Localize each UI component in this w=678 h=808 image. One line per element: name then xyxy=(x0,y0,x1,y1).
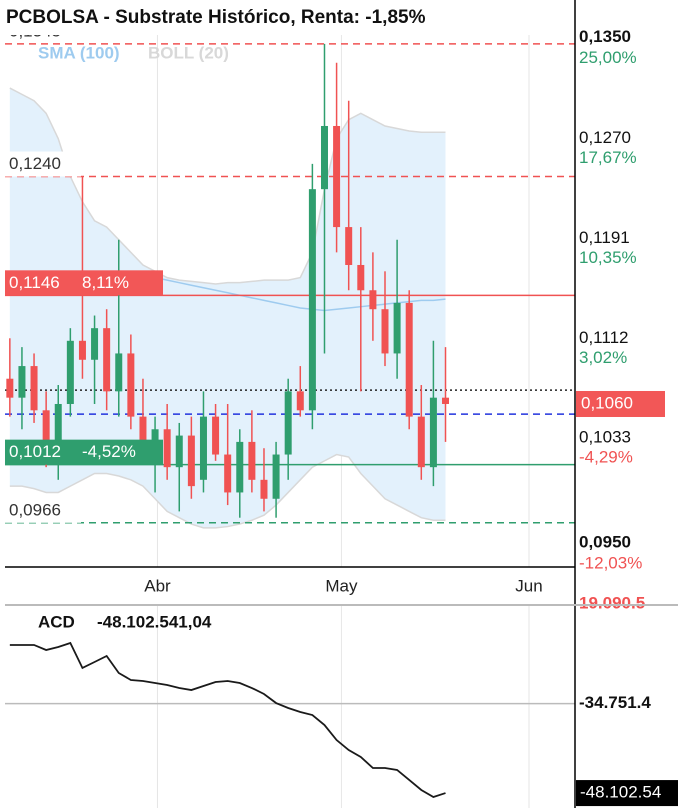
candle-body xyxy=(18,366,26,398)
last-value-box xyxy=(576,780,678,807)
level-label: 0,1240 xyxy=(9,154,61,173)
y-tick-label: 0,1270 xyxy=(579,128,631,147)
y-tick-label: 0,0950 xyxy=(579,532,631,551)
candle-body xyxy=(308,189,316,411)
legend-entry: SMA (100) xyxy=(38,43,120,62)
y-tick-label: 0,1112 xyxy=(579,328,628,347)
level-tag xyxy=(5,439,163,465)
candle-body xyxy=(139,416,147,442)
candle-body xyxy=(66,340,74,404)
last-value-label: -48.102.54 xyxy=(580,783,661,802)
legend-entry: BOLL (20) xyxy=(148,43,229,62)
candle-body xyxy=(30,366,38,411)
level-pct: 8,11% xyxy=(82,273,129,292)
candle-body xyxy=(369,290,377,310)
candle-body xyxy=(333,125,341,228)
y-tick-label: 0,1191 xyxy=(579,228,630,247)
y-tick-label: 0,1033 xyxy=(579,428,631,447)
candle-body xyxy=(272,454,280,499)
level-label: 0,1012 xyxy=(9,442,61,461)
candle-body xyxy=(91,328,99,360)
level-label: 0,0966 xyxy=(9,500,61,519)
candle-body xyxy=(442,397,450,404)
candle-body xyxy=(175,435,183,468)
x-tick-label: Jun xyxy=(515,576,542,595)
candle-body xyxy=(212,416,220,455)
y2-tick-label: 10,35% xyxy=(579,248,637,267)
candle-body xyxy=(6,378,14,398)
indicator-value: -48.102.541,04 xyxy=(97,612,212,631)
acd-line xyxy=(9,641,446,798)
candle-body xyxy=(381,309,389,354)
candle-body xyxy=(224,454,232,493)
y2-tick-label: 17,67% xyxy=(579,148,637,167)
candle-body xyxy=(248,441,256,480)
acd-panel xyxy=(5,606,575,808)
chart-title: PCBOLSA - Substrate Histórico, Renta: -1… xyxy=(6,7,426,28)
candle-body xyxy=(54,403,62,455)
candle-body xyxy=(405,302,413,417)
candle-body xyxy=(417,416,425,468)
candle-body xyxy=(115,353,123,392)
y-tick-label: -34.751.4 xyxy=(579,693,651,712)
title-box xyxy=(0,0,505,35)
candle-body xyxy=(357,264,365,291)
candle-body xyxy=(296,391,304,411)
last-price-label: 0,1060 xyxy=(581,393,633,412)
candle-body xyxy=(199,416,207,480)
candle-body xyxy=(42,410,50,455)
level-label: 0,1146 xyxy=(9,273,60,292)
candle-body xyxy=(320,125,328,190)
candle-body xyxy=(127,353,135,417)
y2-tick-label: 25,00% xyxy=(579,48,637,67)
candle-body xyxy=(345,227,353,265)
candle-body xyxy=(393,302,401,354)
candle-body xyxy=(187,435,195,487)
y2-tick-label: 3,02% xyxy=(579,348,627,367)
level-tag xyxy=(5,497,81,523)
last-price-box xyxy=(576,390,665,417)
candle-body xyxy=(163,429,171,468)
y-tick-label: 19.090.5 xyxy=(579,593,645,612)
candle-body xyxy=(260,479,268,499)
candle-body xyxy=(284,391,292,455)
y-tick-label: 0,1350 xyxy=(579,27,631,46)
candle-body xyxy=(78,340,86,360)
y2-tick-label: -4,29% xyxy=(579,448,633,467)
level-pct: -4,52% xyxy=(82,442,136,461)
candle-body xyxy=(429,397,437,468)
level-tag xyxy=(5,151,81,177)
candle-body xyxy=(103,328,111,392)
level-tag xyxy=(5,270,163,296)
y2-tick-label: -12,03% xyxy=(579,553,642,572)
indicator-title: ACD xyxy=(38,612,75,631)
bollinger-lower xyxy=(9,453,446,529)
candle-body xyxy=(236,441,244,493)
candle-body xyxy=(151,429,159,442)
x-tick-label: Abr xyxy=(144,576,171,595)
x-tick-label: May xyxy=(325,576,358,595)
